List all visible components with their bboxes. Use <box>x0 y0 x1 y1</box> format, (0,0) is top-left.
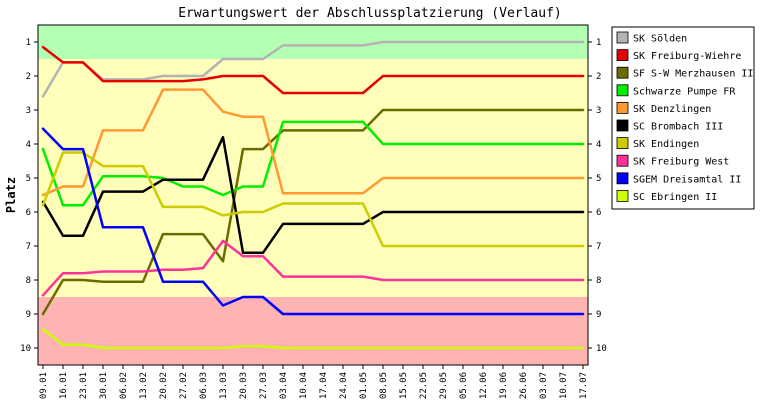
legend-swatch-3 <box>616 66 629 79</box>
y-tick-label-left-2: 2 <box>26 72 31 82</box>
y-tick-label-left-10: 10 <box>20 344 31 354</box>
series-line-7 <box>41 151 585 248</box>
y-tick-label-left-6: 6 <box>26 208 31 218</box>
series-line-6 <box>41 135 585 255</box>
x-tick-label-4: 30.01 <box>99 372 109 399</box>
y-tick-label-left-1: 1 <box>26 38 31 48</box>
y-tick-label-right-2: 2 <box>596 72 601 82</box>
x-tick-label-12: 27.03 <box>259 372 269 399</box>
y-tick-label-right-10: 10 <box>596 344 607 354</box>
y-tick-label-left-9: 9 <box>26 310 31 320</box>
axes: 1 1 2 2 3 3 4 4 5 5 6 6 7 7 8 8 9 9 10 10 09.01 16.01 23.01 30.… <box>20 24 607 399</box>
legend-label-10: SC Ebringen II <box>633 192 717 203</box>
legend-label-9: SGEM Dreisamtal II <box>633 174 741 185</box>
x-tick-label-6: 13.02 <box>139 372 149 399</box>
x-tick-label-13: 03.04 <box>279 372 289 399</box>
series-line-5 <box>41 88 585 197</box>
y-tick-label-right-8: 8 <box>596 276 601 286</box>
x-tick-label-17: 01.05 <box>359 372 369 399</box>
x-tick-label-26: 03.07 <box>539 372 549 399</box>
legend-swatch-6 <box>616 119 629 132</box>
legend-label-4: Schwarze Pumpe FR <box>633 86 736 97</box>
x-tick-label-15: 17.04 <box>319 372 329 399</box>
x-tick-label-2: 16.01 <box>59 372 69 399</box>
x-tick-label-28: 17.07 <box>579 372 589 399</box>
y-axis-title: Platz <box>4 177 18 213</box>
x-tick-label-8: 27.02 <box>179 372 189 399</box>
x-tick-label-5: 06.02 <box>119 372 129 399</box>
legend: SK Sölden SK Freiburg-Wiehre SF S-W Merzha… <box>611 26 755 210</box>
x-tick-label-27: 10.07 <box>559 372 569 399</box>
background-band-3 <box>38 297 588 365</box>
x-tick-label-1: 09.01 <box>39 372 49 399</box>
x-tick-label-14: 10.04 <box>299 372 309 399</box>
legend-label-8: SK Freiburg West <box>633 157 729 168</box>
legend-box <box>611 26 755 210</box>
y-tick-label-left-3: 3 <box>26 106 31 116</box>
y-tick-label-left-7: 7 <box>26 242 31 252</box>
legend-swatch-7 <box>616 137 629 150</box>
legend-label-1: SK Sölden <box>633 34 687 45</box>
legend-swatch-2 <box>616 49 629 61</box>
x-tick-label-23: 12.06 <box>479 372 489 399</box>
legend-label-7: SK Endingen <box>633 139 699 150</box>
y-tick-label-right-3: 3 <box>596 106 601 116</box>
legend-swatch-5 <box>616 102 629 114</box>
x-tick-label-3: 23.01 <box>79 372 89 399</box>
y-tick-label-left-5: 5 <box>26 174 31 184</box>
legend-swatch-9 <box>616 172 629 185</box>
x-tick-label-22: 05.06 <box>459 372 469 399</box>
y-tick-label-right-1: 1 <box>596 38 601 48</box>
legend-swatch-1 <box>616 31 629 44</box>
plot-frame <box>37 24 589 366</box>
x-tick-label-7: 20.02 <box>159 372 169 399</box>
series-line-3 <box>41 108 585 316</box>
x-tick-label-10: 13.03 <box>219 372 229 399</box>
x-tick-label-16: 24.04 <box>339 372 349 399</box>
legend-label-6: SC Brombach III <box>633 122 723 133</box>
y-tick-label-right-5: 5 <box>596 174 601 184</box>
series-line-9 <box>41 127 585 316</box>
series-line-2 <box>41 45 585 95</box>
y-tick-label-right-6: 6 <box>596 208 601 218</box>
series-line-8 <box>41 239 585 297</box>
x-tick-label-20: 22.05 <box>419 372 429 399</box>
legend-swatch-4 <box>616 84 629 97</box>
legend-swatch-8 <box>616 154 629 167</box>
y-tick-label-right-4: 4 <box>596 140 601 150</box>
x-tick-label-11: 20.03 <box>239 372 249 399</box>
legend-swatch-10 <box>616 189 629 202</box>
x-tick-label-24: 19.06 <box>499 372 509 399</box>
y-tick-label-right-7: 7 <box>596 242 601 252</box>
legend-label-3: SF S-W Merzhausen II <box>633 69 753 80</box>
x-tick-label-25: 26.06 <box>519 372 529 399</box>
y-tick-label-left-4: 4 <box>26 140 31 150</box>
series-line-10 <box>41 328 585 350</box>
y-tick-label-right-9: 9 <box>596 310 601 320</box>
x-tick-label-18: 08.05 <box>379 372 389 399</box>
legend-label-2: SK Freiburg-Wiehre <box>633 51 741 62</box>
series-lines <box>41 40 585 350</box>
x-tick-label-21: 29.05 <box>439 372 449 399</box>
x-tick-label-9: 06.03 <box>199 372 209 399</box>
x-tick-label-19: 15.05 <box>399 372 409 399</box>
series-line-1 <box>41 40 585 98</box>
y-tick-label-left-8: 8 <box>26 276 31 286</box>
legend-label-5: SK Denzlingen <box>633 104 711 115</box>
chart-title: Erwartungswert der Abschlussplatzierung … <box>178 6 562 21</box>
series-line-4 <box>41 120 585 207</box>
